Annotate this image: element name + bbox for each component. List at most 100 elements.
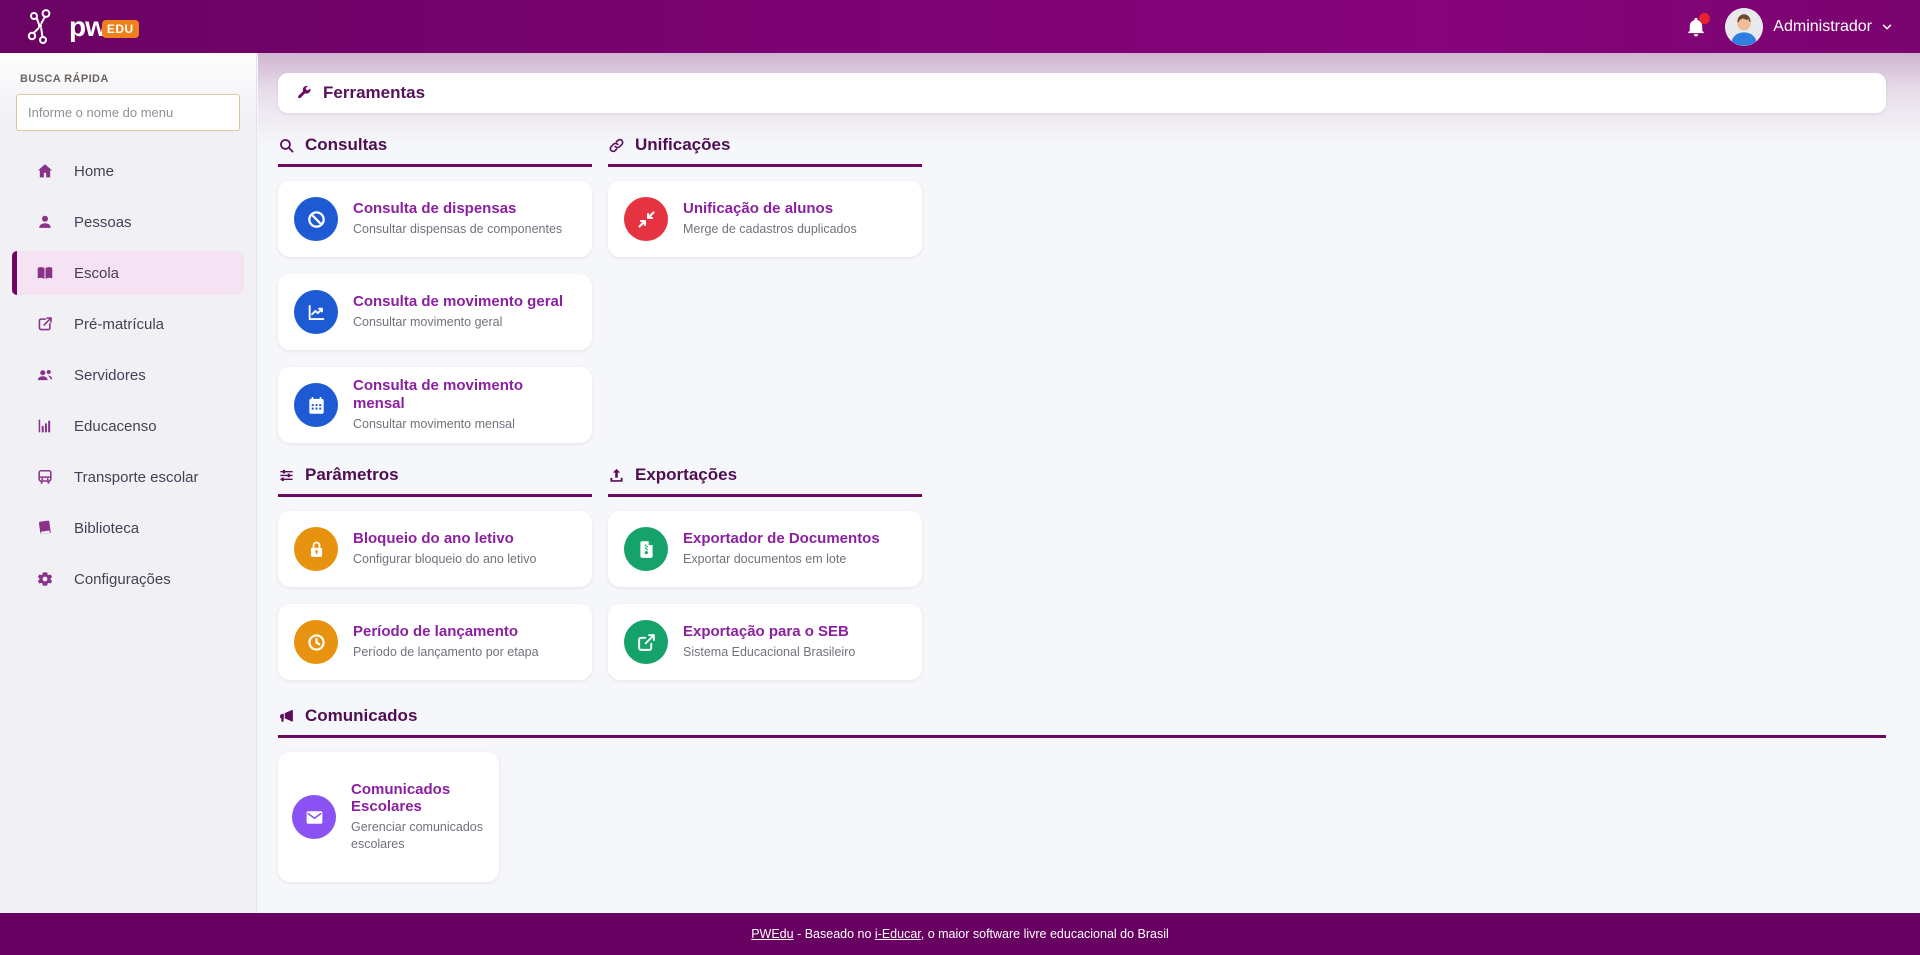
file-archive-icon bbox=[624, 527, 668, 571]
section-header: Exportações bbox=[608, 465, 922, 497]
book-open-icon bbox=[34, 264, 56, 282]
users-icon bbox=[34, 366, 56, 384]
tool-card[interactable]: Comunicados Escolares Gerenciar comunicad… bbox=[278, 752, 499, 882]
ban-icon bbox=[294, 197, 338, 241]
tool-card[interactable]: Unificação de alunos Merge de cadastros d… bbox=[608, 181, 922, 257]
quick-search-label: BUSCA RÁPIDA bbox=[20, 73, 109, 85]
sidebar-item-pessoas[interactable]: Pessoas bbox=[12, 200, 244, 244]
section-cards: Unificação de alunos Merge de cadastros d… bbox=[608, 181, 922, 257]
logo-badge: EDU bbox=[101, 20, 139, 39]
upload-icon bbox=[608, 467, 625, 484]
tool-card[interactable]: Consulta de dispensas Consultar dispensas… bbox=[278, 181, 592, 257]
tool-card[interactable]: Consulta de movimento geral Consultar mov… bbox=[278, 274, 592, 350]
card-subtitle: Gerenciar comunicados escolares bbox=[351, 820, 484, 852]
sliders-icon bbox=[278, 467, 295, 484]
menu-search-input[interactable] bbox=[16, 94, 240, 131]
user-menu[interactable]: Administrador bbox=[1725, 7, 1894, 46]
tool-card[interactable]: Bloqueio do ano letivo Configurar bloquei… bbox=[278, 511, 592, 587]
card-subtitle: Configurar bloqueio do ano letivo bbox=[353, 552, 537, 567]
footer: PWEdu - Baseado no i-Educar, o maior sof… bbox=[0, 913, 1920, 955]
notification-dot bbox=[1699, 12, 1711, 24]
card-title: Período de lançamento bbox=[353, 622, 519, 640]
section-title: Comunicados bbox=[305, 706, 418, 725]
card-subtitle: Consultar movimento mensal bbox=[353, 416, 515, 431]
card-subtitle: Merge de cadastros duplicados bbox=[683, 222, 857, 237]
sidebar-item-escola[interactable]: Escola bbox=[12, 251, 244, 295]
card-title: Consulta de dispensas bbox=[353, 199, 517, 217]
sidebar: BUSCA RÁPIDA Home Pessoas Escola Pré-matríc… bbox=[0, 53, 257, 913]
topbar: pw EDU bbox=[0, 0, 1920, 53]
sidebar-item-label: Educacenso bbox=[74, 417, 157, 435]
lock-icon bbox=[294, 527, 338, 571]
section-exportacoes: Exportações Exportador de Documentos Expo… bbox=[608, 465, 922, 680]
sidebar-item-label: Biblioteca bbox=[74, 519, 140, 537]
bus-icon bbox=[34, 468, 56, 486]
app-logo[interactable]: pw EDU bbox=[26, 8, 139, 45]
search-icon bbox=[278, 137, 295, 154]
section-cards: Exportador de Documentos Exportar documen… bbox=[608, 511, 922, 680]
tool-card[interactable]: Exportação para o SEB Sistema Educacional… bbox=[608, 604, 922, 680]
chart-line-icon bbox=[294, 290, 338, 334]
main-content: Ferramentas Consultas Consulta de dispen… bbox=[258, 53, 1920, 913]
page-title-bar: Ferramentas bbox=[278, 73, 1886, 113]
sections-row-1: Consultas Consulta de dispensas Consultar… bbox=[278, 135, 1886, 443]
section-header: Consultas bbox=[278, 135, 592, 167]
section-title: Unificações bbox=[635, 135, 731, 154]
avatar bbox=[1725, 7, 1764, 46]
calendar-icon bbox=[294, 383, 338, 427]
sidebar-item-educacenso[interactable]: Educacenso bbox=[12, 404, 244, 448]
link-icon bbox=[608, 137, 625, 154]
section-cards: Comunicados Escolares Gerenciar comunicad… bbox=[278, 752, 499, 882]
card-subtitle: Exportar documentos em lote bbox=[683, 552, 847, 567]
book-icon bbox=[34, 519, 56, 537]
sidebar-item-transporte-escolar[interactable]: Transporte escolar bbox=[12, 455, 244, 499]
sidebar-item-configuracoes[interactable]: Configurações bbox=[12, 557, 244, 601]
sidebar-item-label: Pré-matrícula bbox=[74, 315, 165, 333]
card-title: Bloqueio do ano letivo bbox=[353, 529, 514, 547]
sidebar-item-label: Escola bbox=[74, 264, 120, 282]
card-title: Consulta de movimento geral bbox=[353, 292, 564, 310]
section-header: Unificações bbox=[608, 135, 922, 167]
sidebar-item-pre-matricula[interactable]: Pré-matrícula bbox=[12, 302, 244, 346]
compress-icon bbox=[624, 197, 668, 241]
card-title: Exportação para o SEB bbox=[683, 622, 849, 640]
envelope-icon bbox=[292, 795, 336, 839]
megaphone-icon bbox=[278, 708, 295, 725]
card-subtitle: Sistema Educacional Brasileiro bbox=[683, 645, 856, 660]
share-icon bbox=[34, 315, 56, 333]
card-subtitle: Consultar movimento geral bbox=[353, 315, 503, 330]
page-title: Ferramentas bbox=[323, 83, 426, 102]
card-subtitle: Período de lançamento por etapa bbox=[353, 645, 539, 660]
chevron-down-icon bbox=[1880, 20, 1894, 34]
sidebar-item-label: Transporte escolar bbox=[74, 468, 199, 486]
card-title: Unificação de alunos bbox=[683, 199, 834, 217]
sidebar-item-label: Pessoas bbox=[74, 213, 132, 231]
card-title: Exportador de Documentos bbox=[683, 529, 880, 547]
tool-card[interactable]: Exportador de Documentos Exportar documen… bbox=[608, 511, 922, 587]
section-title: Exportações bbox=[635, 465, 738, 484]
ieducar-link[interactable]: i-Educar bbox=[874, 927, 921, 941]
external-link-icon bbox=[624, 620, 668, 664]
wrench-icon bbox=[296, 85, 312, 101]
notifications-button[interactable] bbox=[1685, 12, 1711, 38]
section-cards: Consulta de dispensas Consultar dispensas… bbox=[278, 181, 592, 443]
section-title: Parâmetros bbox=[305, 465, 399, 484]
clock-icon bbox=[294, 620, 338, 664]
section-header: Parâmetros bbox=[278, 465, 592, 497]
sidebar-item-home[interactable]: Home bbox=[12, 149, 244, 193]
card-title: Consulta de movimento mensal bbox=[353, 377, 524, 412]
chart-bar-icon bbox=[34, 417, 56, 435]
section-cards: Bloqueio do ano letivo Configurar bloquei… bbox=[278, 511, 592, 680]
topbar-right: Administrador bbox=[1685, 7, 1894, 46]
card-title: Comunicados Escolares bbox=[351, 780, 451, 816]
footer-text: - Baseado no bbox=[793, 927, 875, 941]
tool-card[interactable]: Consulta de movimento mensal Consultar mo… bbox=[278, 367, 592, 443]
network-logo-icon bbox=[26, 8, 62, 45]
sidebar-item-biblioteca[interactable]: Biblioteca bbox=[12, 506, 244, 550]
pwedu-link[interactable]: PWEdu bbox=[751, 927, 794, 941]
tool-card[interactable]: Período de lançamento Período de lançamen… bbox=[278, 604, 592, 680]
footer-text: , o maior software livre educacional do … bbox=[920, 927, 1169, 941]
sidebar-item-servidores[interactable]: Servidores bbox=[12, 353, 244, 397]
gear-icon bbox=[34, 570, 56, 588]
